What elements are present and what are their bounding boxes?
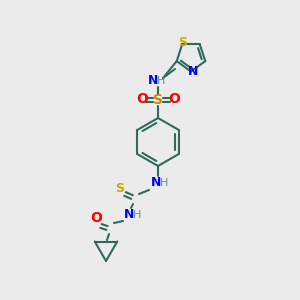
Text: S: S bbox=[116, 182, 124, 194]
Text: S: S bbox=[153, 93, 163, 107]
Text: O: O bbox=[168, 92, 180, 106]
Text: O: O bbox=[136, 92, 148, 106]
Text: O: O bbox=[90, 211, 102, 225]
Text: N: N bbox=[188, 65, 198, 78]
Text: N: N bbox=[148, 74, 158, 88]
Text: H: H bbox=[157, 76, 165, 86]
Text: N: N bbox=[124, 208, 134, 221]
Text: H: H bbox=[133, 210, 141, 220]
Text: S: S bbox=[178, 36, 187, 49]
Text: H: H bbox=[160, 178, 168, 188]
Text: N: N bbox=[151, 176, 161, 190]
